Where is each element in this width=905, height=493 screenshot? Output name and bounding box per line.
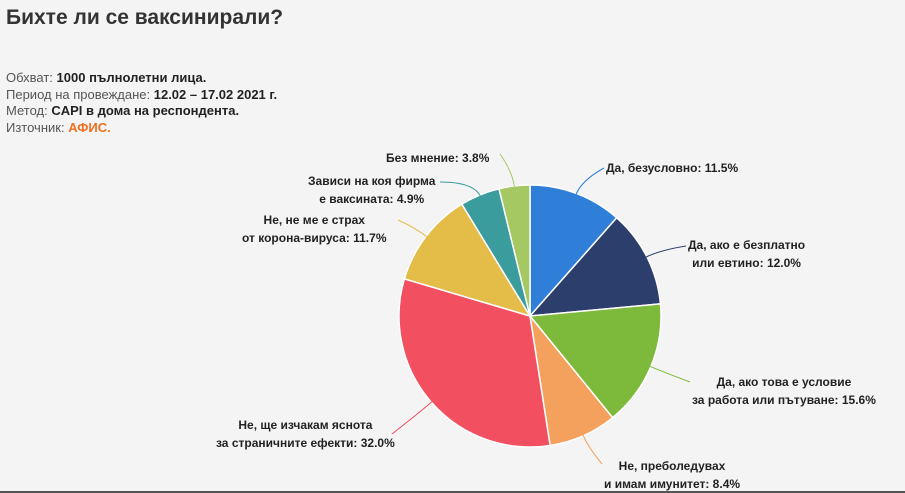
slice-label-line: Не, преболедувах <box>618 459 726 473</box>
leader-line <box>648 365 691 383</box>
slice-label: Не, не ме е страх от корона-вируса: 11.7% <box>242 211 387 247</box>
meta-source: Източник: АФИС. <box>6 119 111 135</box>
slice-label: Да, ако е безплатно или евтино: 12.0% <box>688 236 805 272</box>
slice-label-line: Да, ако е безплатно <box>688 238 806 252</box>
slice-label-line: от корона-вируса: 11.7% <box>242 231 387 245</box>
slice-label: Зависи на коя фирма е ваксината: 4.9% <box>308 172 435 208</box>
meta-method: Метод: CAPI в дома на респондента. <box>6 103 240 118</box>
leader-line <box>499 153 516 188</box>
slice-label-line: Без мнение: 3.8% <box>386 151 490 165</box>
slice-label: Да, ако това е условие за работа или пъту… <box>692 373 876 409</box>
slice-label-line: Не, не ме е страх <box>263 213 365 227</box>
leader-line <box>581 433 603 465</box>
slice-label: Да, безусловно: 11.5% <box>606 159 738 177</box>
slice-label-line: Зависи на коя фирма <box>308 174 436 188</box>
slice-label-line: е ваксината: 4.9% <box>319 192 425 206</box>
slice-label-line: или евтино: 12.0% <box>692 256 801 270</box>
leader-line <box>439 181 482 198</box>
slice-label-line: Да, безусловно: 11.5% <box>606 161 739 175</box>
leader-line <box>575 167 605 196</box>
survey-meta: Обхват: 1000 пълнолетни лица. Период на … <box>6 70 277 136</box>
leader-line <box>644 245 687 259</box>
bottom-divider <box>0 491 905 493</box>
slice-label-line: за работа или пътуване: 15.6% <box>692 393 876 407</box>
meta-scope: Обхват: 1000 пълнолетни лица. <box>6 70 207 85</box>
slice-label: Не, преболедувах и имам имунитет: 8.4% <box>604 457 740 493</box>
slice-label: Не, ще изчакам яснота за страничните ефек… <box>216 416 395 452</box>
slice-label-line: за страничните ефекти: 32.0% <box>216 436 395 450</box>
leader-line <box>397 219 429 238</box>
leader-line <box>391 400 434 435</box>
slice-label-line: Не, ще изчакам яснота <box>238 418 373 432</box>
slice-label-line: Да, ако това е условие <box>716 375 852 389</box>
slice-label-line: и имам имунитет: 8.4% <box>604 477 741 491</box>
slice-label: Без мнение: 3.8% <box>386 149 489 167</box>
meta-period: Период на провеждане: 12.02 – 17.02 2021… <box>6 86 278 102</box>
chart-title: Бихте ли се ваксинирали? <box>6 6 284 29</box>
